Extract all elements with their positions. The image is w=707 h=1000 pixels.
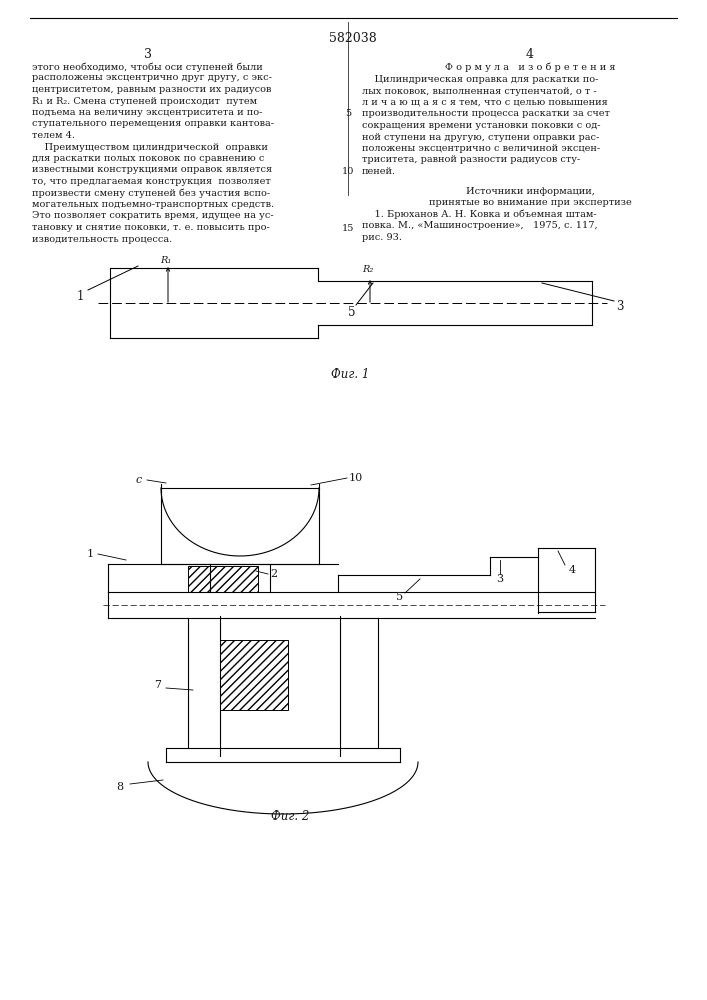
Text: 3: 3 [496, 574, 503, 584]
Text: 7: 7 [155, 680, 161, 690]
Text: 10: 10 [349, 473, 363, 483]
Text: повка. М., «Машиностроение»,   1975, с. 117,: повка. М., «Машиностроение», 1975, с. 11… [362, 221, 597, 230]
Text: R₂: R₂ [362, 265, 373, 274]
Text: могательных подъемно-транспортных средств.: могательных подъемно-транспортных средст… [32, 200, 274, 209]
Text: рис. 93.: рис. 93. [362, 232, 402, 241]
Text: 5: 5 [397, 592, 404, 602]
Text: Это позволяет сократить время, идущее на ус-: Это позволяет сократить время, идущее на… [32, 212, 274, 221]
Text: Цилиндрическая оправка для раскатки по-: Цилиндрическая оправка для раскатки по- [362, 75, 598, 84]
Text: Ф о р м у л а   и з о б р е т е н и я: Ф о р м у л а и з о б р е т е н и я [445, 62, 615, 72]
Text: 582038: 582038 [329, 32, 377, 45]
Text: 8: 8 [117, 782, 124, 792]
Text: 15: 15 [341, 224, 354, 233]
Text: принятые во внимание при экспертизе: принятые во внимание при экспертизе [428, 198, 631, 207]
Text: 4: 4 [526, 48, 534, 61]
Text: 3: 3 [617, 300, 624, 314]
Text: 1: 1 [86, 549, 93, 559]
Text: л и ч а ю щ а я с я тем, что с целью повышения: л и ч а ю щ а я с я тем, что с целью пов… [362, 98, 608, 107]
Bar [188, 566, 258, 592]
Text: 5: 5 [345, 109, 351, 118]
Text: 5: 5 [349, 306, 356, 318]
Text: триситета, равной разности радиусов сту-: триситета, равной разности радиусов сту- [362, 155, 580, 164]
Text: произвести смену ступеней без участия вспо-: произвести смену ступеней без участия вс… [32, 188, 270, 198]
Text: 3: 3 [144, 48, 152, 61]
Text: тановку и снятие поковки, т. е. повысить про-: тановку и снятие поковки, т. е. повысить… [32, 223, 270, 232]
Text: Фиг. 2: Фиг. 2 [271, 810, 309, 823]
Text: изводительность процесса.: изводительность процесса. [32, 234, 173, 243]
Text: сокращения времени установки поковки с од-: сокращения времени установки поковки с о… [362, 121, 600, 130]
Text: Источники информации,: Источники информации, [466, 186, 595, 196]
Text: Преимуществом цилиндрической  оправки: Преимуществом цилиндрической оправки [32, 142, 268, 151]
Bar [220, 640, 288, 710]
Text: положены эксцентрично с величиной эксцен-: положены эксцентрично с величиной эксцен… [362, 144, 600, 153]
Text: производительности процесса раскатки за счет: производительности процесса раскатки за … [362, 109, 610, 118]
Text: 1: 1 [76, 290, 83, 302]
Text: 2: 2 [270, 569, 277, 579]
Text: расположены эксцентрично друг другу, с экс-: расположены эксцентрично друг другу, с э… [32, 74, 272, 83]
Text: 10: 10 [341, 167, 354, 176]
Text: пеней.: пеней. [362, 167, 396, 176]
Text: 4: 4 [568, 565, 575, 575]
Text: 1. Брюханов А. Н. Ковка и объемная штам-: 1. Брюханов А. Н. Ковка и объемная штам- [362, 210, 597, 219]
Text: лых поковок, выполненная ступенчатой, о т -: лых поковок, выполненная ступенчатой, о … [362, 87, 597, 96]
Text: подъема на величину эксцентриситета и по-: подъема на величину эксцентриситета и по… [32, 108, 262, 117]
Text: R₁: R₁ [160, 256, 171, 265]
Text: ступательного перемещения оправки кантова-: ступательного перемещения оправки кантов… [32, 119, 274, 128]
Text: Фиг. 1: Фиг. 1 [331, 368, 369, 381]
Text: R₁ и R₂. Смена ступеней происходит  путем: R₁ и R₂. Смена ступеней происходит путем [32, 97, 257, 105]
Text: для раскатки полых поковок по сравнению с: для раскатки полых поковок по сравнению … [32, 154, 264, 163]
Text: телем 4.: телем 4. [32, 131, 75, 140]
Text: этого необходимо, чтобы оси ступеней были: этого необходимо, чтобы оси ступеней был… [32, 62, 263, 72]
Text: центриситетом, равным разности их радиусов: центриситетом, равным разности их радиус… [32, 85, 271, 94]
Text: c: c [136, 475, 142, 485]
Text: то, что предлагаемая конструкция  позволяет: то, что предлагаемая конструкция позволя… [32, 177, 271, 186]
Text: известными конструкциями оправок является: известными конструкциями оправок являетс… [32, 165, 272, 174]
Text: ной ступени на другую, ступени оправки рас-: ной ступени на другую, ступени оправки р… [362, 132, 600, 141]
